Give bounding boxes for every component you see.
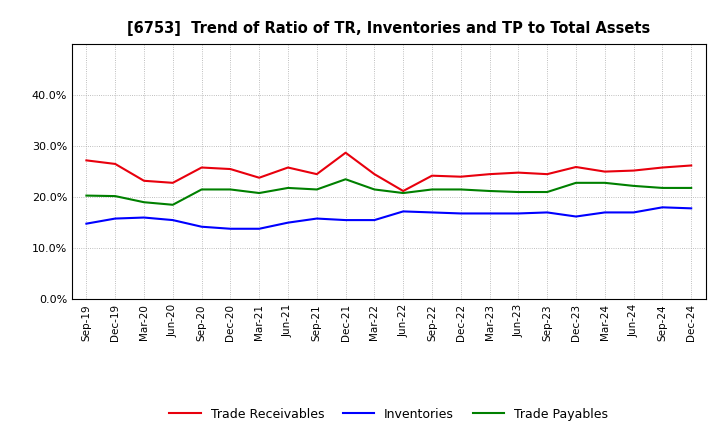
Trade Payables [82,193,91,198]
Trade Receivables [485,172,494,177]
Trade Payables [197,187,206,192]
Trade Payables [399,191,408,196]
Trade Payables [140,200,148,205]
Trade Payables [600,180,609,186]
Trade Receivables [370,172,379,177]
Trade Payables [226,187,235,192]
Trade Payables [485,188,494,194]
Inventories [370,217,379,223]
Inventories [428,210,436,215]
Trade Payables [629,183,638,188]
Inventories [82,221,91,226]
Title: [6753]  Trend of Ratio of TR, Inventories and TP to Total Assets: [6753] Trend of Ratio of TR, Inventories… [127,21,650,36]
Inventories [514,211,523,216]
Inventories [284,220,292,225]
Trade Receivables [514,170,523,175]
Inventories [572,214,580,219]
Trade Receivables [399,188,408,194]
Trade Payables [428,187,436,192]
Inventories [255,226,264,231]
Trade Payables [168,202,177,207]
Trade Payables [658,185,667,191]
Trade Payables [341,176,350,182]
Inventories [629,210,638,215]
Trade Payables [284,185,292,191]
Trade Receivables [456,174,465,180]
Trade Payables [312,187,321,192]
Trade Receivables [284,165,292,170]
Line: Inventories: Inventories [86,207,691,229]
Trade Payables [572,180,580,186]
Trade Receivables [82,158,91,163]
Inventories [543,210,552,215]
Inventories [687,206,696,211]
Trade Payables [255,191,264,196]
Trade Receivables [168,180,177,186]
Inventories [600,210,609,215]
Trade Receivables [226,166,235,172]
Trade Receivables [572,165,580,170]
Line: Trade Receivables: Trade Receivables [86,153,691,191]
Trade Receivables [111,161,120,167]
Trade Receivables [428,173,436,178]
Line: Trade Payables: Trade Payables [86,179,691,205]
Inventories [658,205,667,210]
Inventories [226,226,235,231]
Trade Receivables [341,150,350,155]
Trade Payables [687,185,696,191]
Inventories [399,209,408,214]
Inventories [140,215,148,220]
Trade Receivables [629,168,638,173]
Inventories [456,211,465,216]
Legend: Trade Receivables, Inventories, Trade Payables: Trade Receivables, Inventories, Trade Pa… [164,403,613,425]
Trade Receivables [255,175,264,180]
Trade Payables [370,187,379,192]
Trade Receivables [658,165,667,170]
Inventories [111,216,120,221]
Trade Payables [543,189,552,194]
Trade Payables [111,194,120,199]
Trade Receivables [312,172,321,177]
Inventories [485,211,494,216]
Inventories [197,224,206,229]
Inventories [312,216,321,221]
Trade Receivables [543,172,552,177]
Inventories [341,217,350,223]
Trade Payables [514,189,523,194]
Trade Receivables [140,178,148,183]
Trade Payables [456,187,465,192]
Trade Receivables [687,163,696,168]
Inventories [168,217,177,223]
Trade Receivables [600,169,609,174]
Trade Receivables [197,165,206,170]
